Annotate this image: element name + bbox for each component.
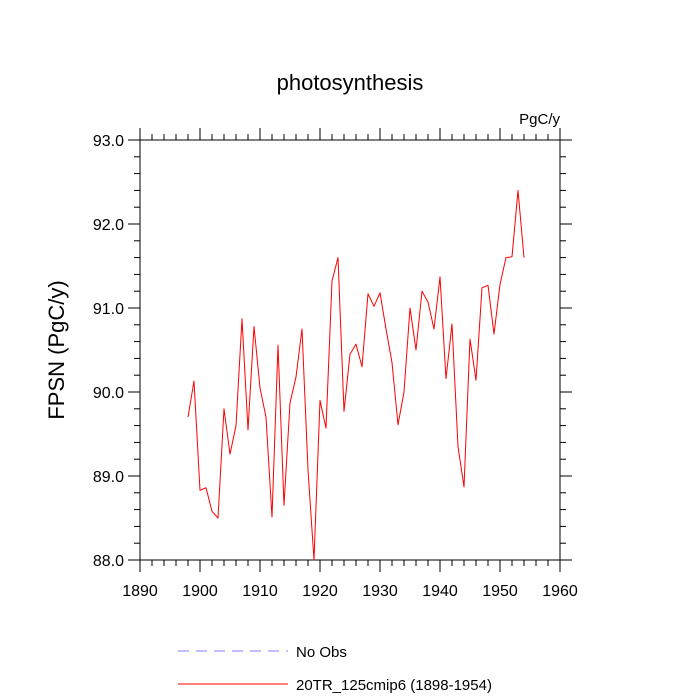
legend: No Obs 20TR_125cmip6 (1898-1954) <box>178 644 492 694</box>
x-tick-label: 1890 <box>122 583 158 600</box>
units-label: PgC/y <box>519 111 560 128</box>
y-axis-ticks: 88.0 89.0 90.0 91.0 92.0 93.0 <box>93 133 572 570</box>
x-tick-label: 1920 <box>302 583 338 600</box>
x-tick-label: 1950 <box>482 583 518 600</box>
plot-frame <box>139 139 561 561</box>
y-tick-label: 89.0 <box>93 469 124 486</box>
y-axis-label: FPSN (PgC/y) <box>44 280 69 419</box>
x-axis-ticks: 1890 1900 1910 1920 1930 1940 1950 1960 <box>122 128 578 600</box>
y-tick-label: 90.0 <box>93 385 124 402</box>
x-tick-label: 1900 <box>182 583 218 600</box>
legend-label-20tr: 20TR_125cmip6 (1898-1954) <box>296 677 492 694</box>
series-layer <box>187 189 525 561</box>
x-tick-label: 1930 <box>362 583 398 600</box>
chart-title: photosynthesis <box>277 70 424 95</box>
y-tick-label: 92.0 <box>93 217 124 234</box>
y-tick-label: 93.0 <box>93 133 124 150</box>
y-tick-label: 88.0 <box>93 553 124 570</box>
y-tick-label: 91.0 <box>93 301 124 318</box>
x-tick-label: 1960 <box>542 583 578 600</box>
legend-label-no-obs: No Obs <box>296 644 347 661</box>
x-tick-label: 1910 <box>242 583 278 600</box>
x-tick-label: 1940 <box>422 583 458 600</box>
series-line <box>187 189 525 561</box>
